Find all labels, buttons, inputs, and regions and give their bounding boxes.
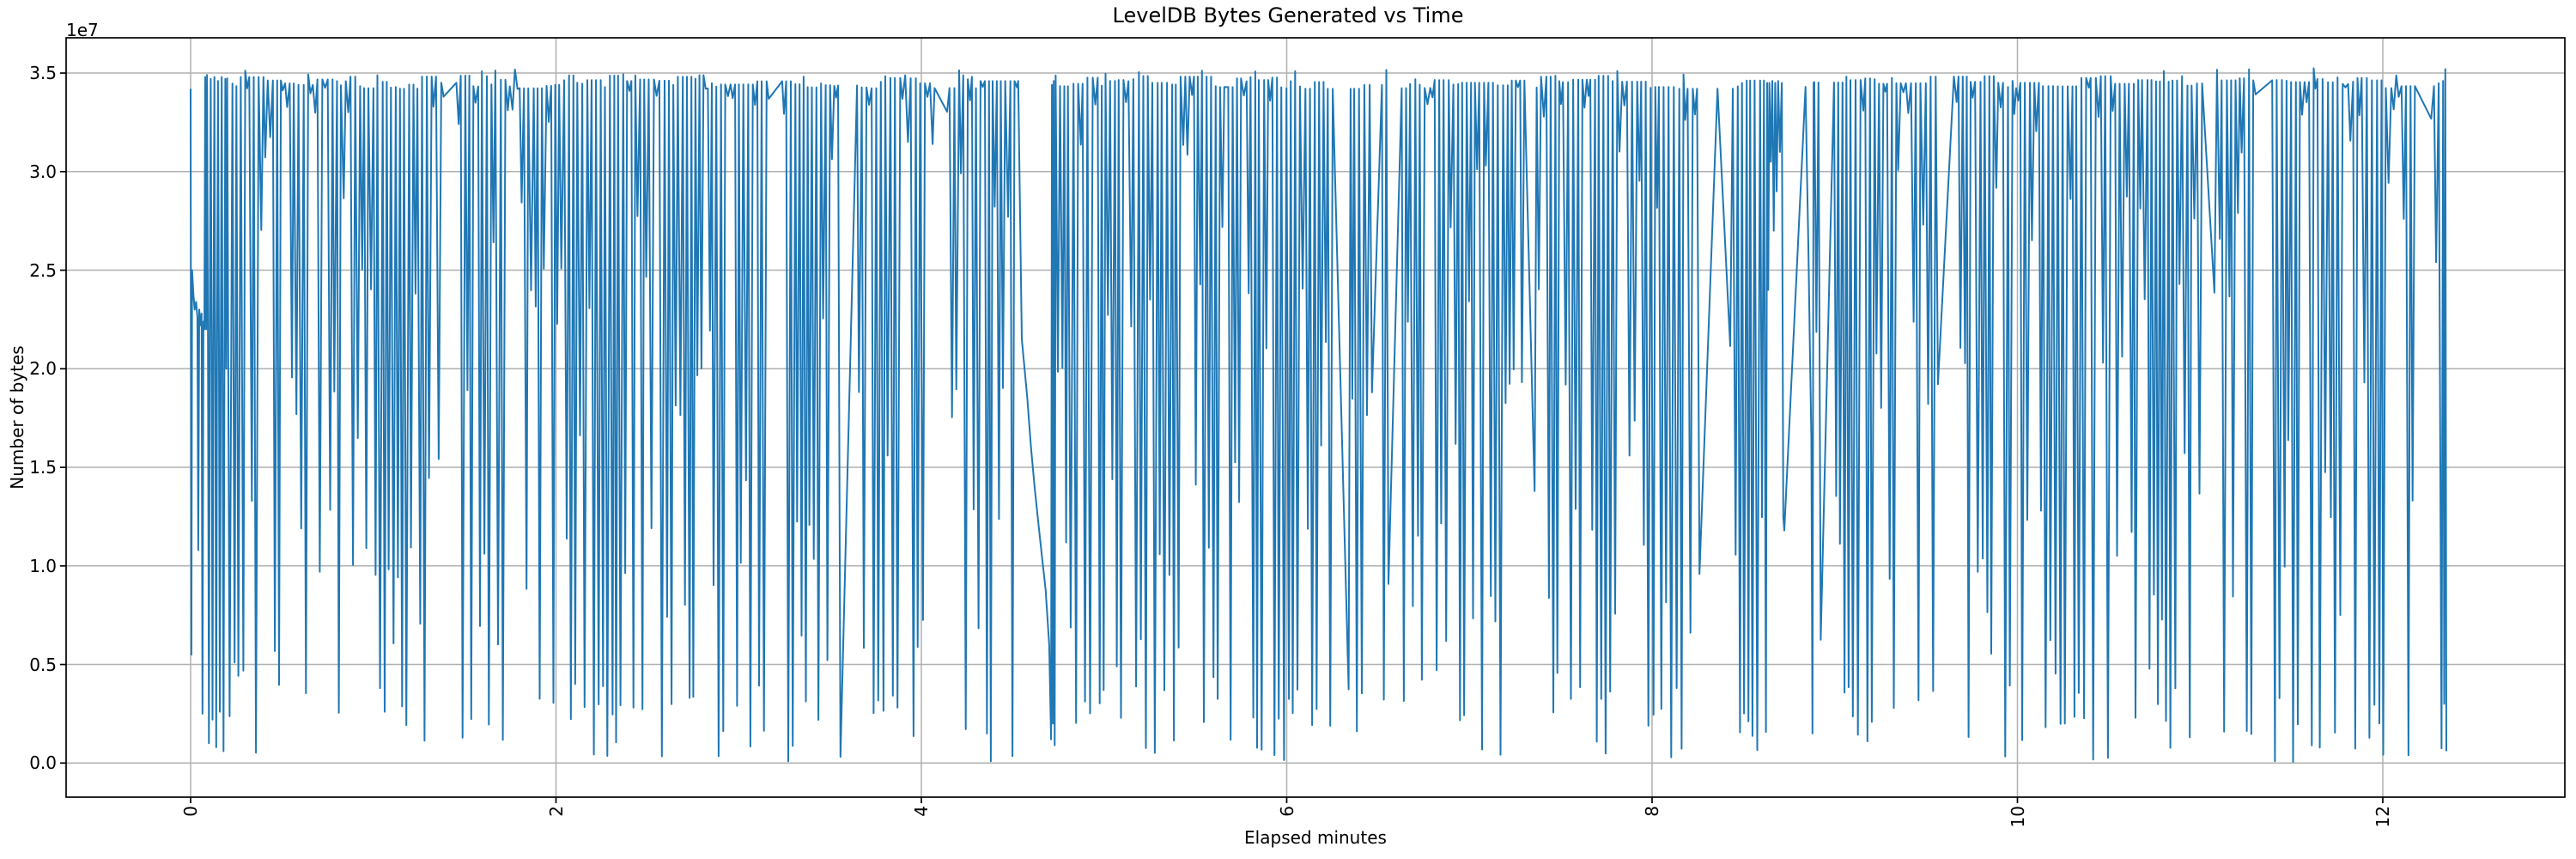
tick-marks <box>60 72 2384 803</box>
data-line-series <box>190 67 2447 763</box>
y-tick-label: 3.5 <box>29 63 57 84</box>
y-tick-label: 0.0 <box>29 752 57 774</box>
x-tick-label: 10 <box>2007 806 2028 828</box>
x-tick-label: 12 <box>2372 806 2393 828</box>
x-tick-label: 0 <box>180 806 201 817</box>
plot-border <box>65 37 2566 798</box>
x-tick-label: 8 <box>1642 806 1662 817</box>
y-axis-offset-label: 1e7 <box>66 20 99 40</box>
y-tick-label: 1.5 <box>29 457 57 478</box>
x-tick-label: 4 <box>911 806 932 817</box>
x-tick-label: 6 <box>1276 806 1297 817</box>
chart-title: LevelDB Bytes Generated vs Time <box>1112 3 1464 27</box>
y-tick-label: 2.0 <box>29 358 57 380</box>
y-tick-label: 3.0 <box>29 161 57 182</box>
y-tick-label: 0.5 <box>29 654 57 675</box>
x-tick-label: 2 <box>545 806 567 817</box>
x-axis-label: Elapsed minutes <box>1244 827 1387 848</box>
y-tick-label: 1.0 <box>29 555 57 576</box>
y-tick-label: 2.5 <box>29 259 57 281</box>
